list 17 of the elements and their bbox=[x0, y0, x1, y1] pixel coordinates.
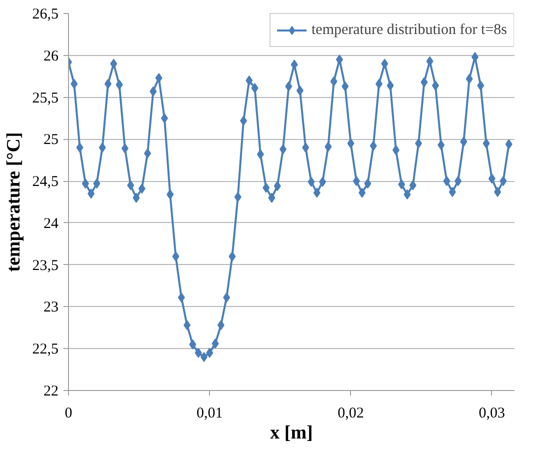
x-tick-label: 0,01 bbox=[196, 406, 223, 422]
x-tick-label: 0,02 bbox=[338, 406, 364, 422]
y-tick-label: 26,5 bbox=[32, 6, 58, 22]
x-tick-label: 0,03 bbox=[478, 406, 506, 422]
y-tick-label: 22 bbox=[44, 384, 58, 400]
y-tick-label: 26 bbox=[44, 48, 59, 64]
y-tick-label: 22,5 bbox=[32, 342, 58, 358]
y-tick-label: 23 bbox=[44, 300, 58, 316]
x-tick-label: 0 bbox=[64, 406, 72, 422]
y-tick-label: 24,5 bbox=[32, 174, 58, 190]
y-tick-label: 23,5 bbox=[32, 258, 58, 274]
y-axis-title: temperature [°C] bbox=[3, 132, 24, 272]
legend-label: temperature distribution for t=8s bbox=[312, 22, 507, 38]
y-tick-label: 25 bbox=[44, 132, 58, 148]
y-tick-label: 25,5 bbox=[32, 90, 58, 106]
y-tick-label: 24 bbox=[44, 216, 59, 232]
x-axis-title: x [m] bbox=[270, 422, 313, 444]
